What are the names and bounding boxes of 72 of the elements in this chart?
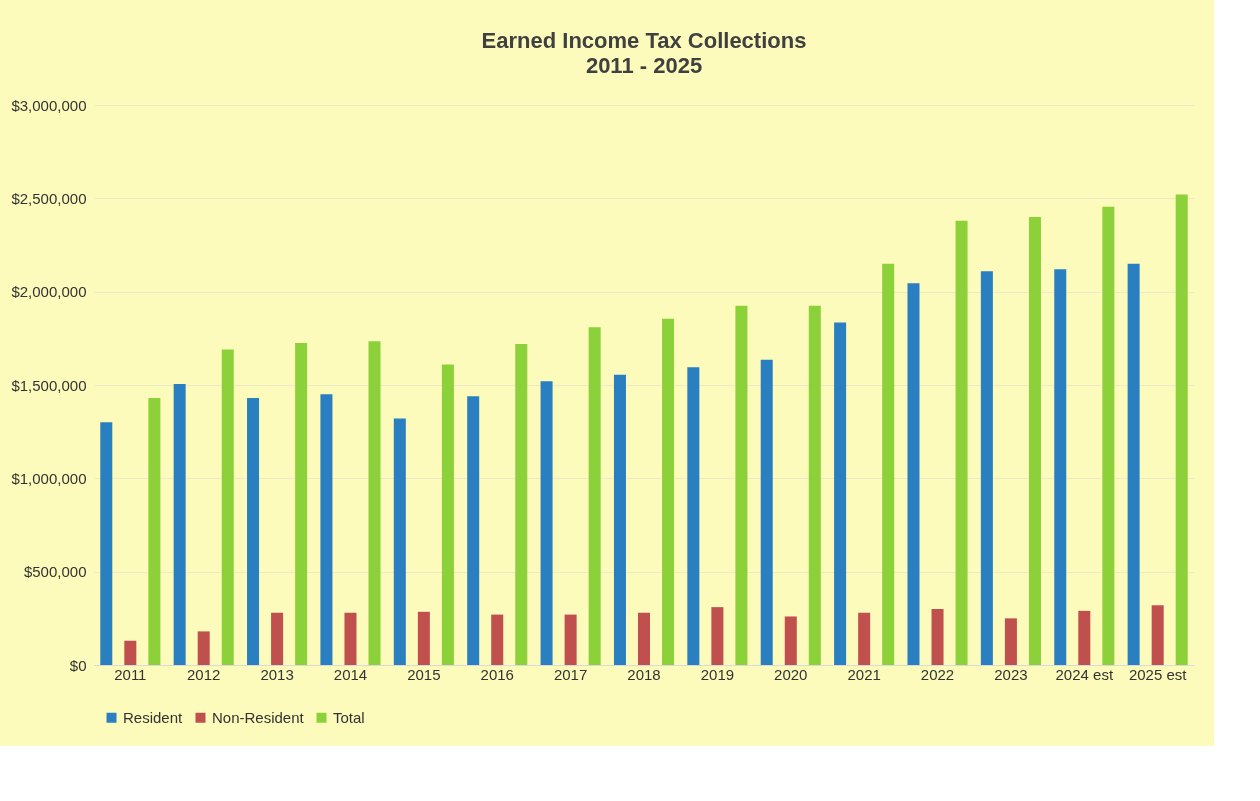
bar — [760, 359, 773, 665]
bar — [148, 398, 161, 665]
x-tick-label: 2012 — [187, 665, 221, 683]
bar — [368, 341, 381, 665]
bar — [1078, 610, 1091, 665]
bar — [1102, 206, 1115, 665]
bar — [907, 283, 920, 665]
bar — [882, 263, 895, 665]
bar — [662, 318, 675, 665]
bar — [100, 422, 113, 665]
x-tick-label: 2018 — [627, 665, 661, 683]
y-tick-label: $2,500,000 — [11, 189, 87, 207]
y-tick-label: $0 — [69, 656, 87, 674]
bar — [735, 305, 748, 665]
bar — [173, 384, 186, 665]
bar — [637, 612, 651, 665]
x-tick-label: 2017 — [553, 665, 588, 683]
x-tick-label: 2025 est — [1128, 665, 1188, 683]
bar — [295, 343, 308, 665]
x-tick-label: 2014 — [333, 665, 368, 683]
bar — [613, 374, 626, 665]
x-tick-label: 2019 — [700, 665, 735, 683]
bar — [344, 612, 357, 665]
bar — [588, 327, 601, 665]
x-tick-label: 2015 — [407, 665, 441, 683]
bar — [1028, 217, 1041, 665]
y-tick-label: $500,000 — [23, 563, 87, 581]
bar — [980, 271, 993, 665]
bar — [467, 396, 480, 665]
bar — [271, 612, 284, 665]
chart-title: Earned Income Tax Collections — [481, 28, 807, 53]
bar — [320, 394, 333, 665]
bar — [1004, 618, 1017, 665]
y-tick-label: $1,000,000 — [11, 469, 87, 487]
bar — [221, 349, 234, 665]
bar — [955, 220, 968, 665]
bar — [564, 614, 577, 665]
bar — [515, 343, 528, 665]
x-tick-label: 2016 — [480, 665, 514, 683]
bar — [540, 381, 553, 665]
bar — [1127, 263, 1140, 665]
bar — [491, 614, 504, 665]
bar — [784, 616, 797, 665]
bar — [247, 398, 260, 665]
bar — [417, 611, 430, 665]
bar — [858, 612, 871, 665]
y-tick-label: $3,000,000 — [11, 96, 87, 114]
x-tick-label: 2020 — [774, 665, 808, 683]
bar — [124, 640, 137, 665]
bar — [197, 631, 210, 665]
bar — [1175, 194, 1188, 665]
y-tick-label: $2,000,000 — [11, 283, 87, 301]
legend-label: Total — [333, 708, 365, 726]
bar — [931, 609, 944, 665]
legend-label: Non-Resident — [212, 708, 305, 726]
x-tick-label: 2011 — [114, 665, 147, 683]
bar — [441, 364, 454, 665]
x-tick-label: 2023 — [994, 665, 1028, 683]
x-tick-label: 2022 — [920, 665, 955, 683]
x-tick-label: 2024 est — [1055, 665, 1114, 683]
bar — [834, 322, 847, 665]
x-tick-label: 2013 — [260, 665, 294, 683]
bar — [1054, 269, 1067, 665]
bar — [711, 607, 724, 665]
bar — [808, 305, 821, 665]
x-tick-label: 2021 — [847, 665, 881, 683]
y-tick-label: $1,500,000 — [11, 376, 87, 394]
bar — [1151, 605, 1164, 665]
legend-label: Resident — [123, 708, 184, 726]
bar — [393, 418, 406, 665]
chart-subtitle: 2011 - 2025 — [585, 53, 703, 78]
bar — [687, 367, 700, 665]
